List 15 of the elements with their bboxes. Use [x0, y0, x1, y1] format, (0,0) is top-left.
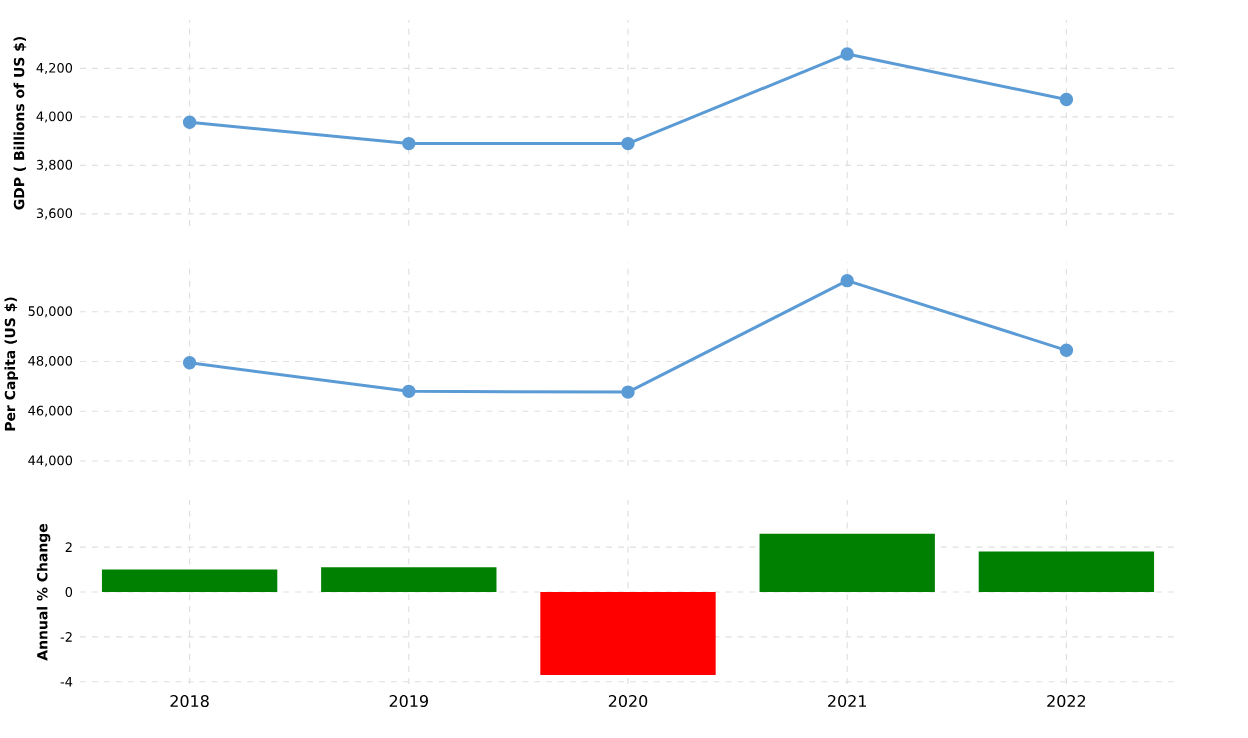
point — [1059, 92, 1074, 107]
bar — [321, 567, 497, 592]
point — [402, 136, 416, 151]
point — [840, 47, 854, 61]
point — [840, 273, 854, 288]
point — [621, 136, 635, 151]
point — [1059, 343, 1074, 358]
bar — [978, 551, 1155, 592]
point — [402, 384, 416, 399]
bar — [759, 533, 935, 592]
point — [182, 356, 197, 370]
bar — [101, 569, 278, 592]
point — [182, 115, 197, 129]
bar — [540, 591, 716, 676]
point — [621, 385, 635, 399]
